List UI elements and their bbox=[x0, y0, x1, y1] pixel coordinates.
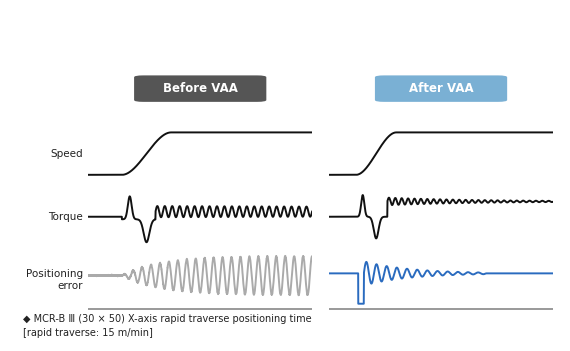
Text: Speed: Speed bbox=[50, 148, 83, 159]
FancyBboxPatch shape bbox=[375, 75, 507, 102]
Text: Positioning
error: Positioning error bbox=[26, 269, 83, 291]
Text: After VAA: After VAA bbox=[409, 82, 473, 95]
Text: ◆ MCR-B Ⅲ (30 × 50) X-axis rapid traverse positioning time
[rapid traverse: 15 m: ◆ MCR-B Ⅲ (30 × 50) X-axis rapid travers… bbox=[23, 314, 311, 338]
FancyBboxPatch shape bbox=[134, 75, 266, 102]
Text: Torque: Torque bbox=[48, 212, 83, 222]
Text: Comparison of following error during feed
shaft movement: Comparison of following error during fee… bbox=[72, 12, 498, 55]
Text: Before VAA: Before VAA bbox=[163, 82, 238, 95]
